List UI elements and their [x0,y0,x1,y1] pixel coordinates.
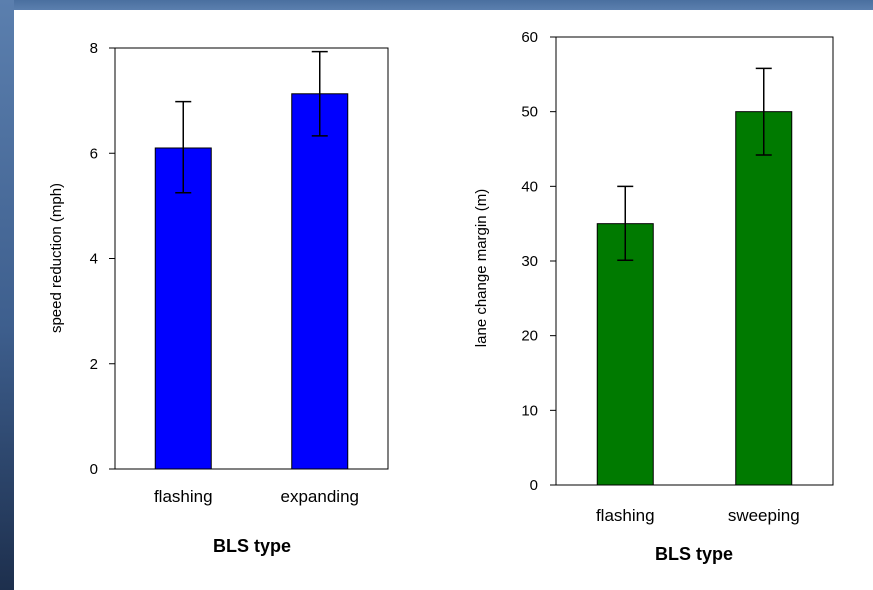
y-tick-label: 60 [521,29,538,46]
y-tick-label: 8 [90,40,98,57]
chart-speed-reduction: 0 2 4 6 8 flashing expanding speed reduction … [48,40,389,556]
y-tick-label: 10 [521,402,538,419]
y-tick-label: 6 [90,145,98,162]
bar-flashing [596,223,654,486]
x-tick-label-flashing: flashing [154,487,213,506]
y-tick-label: 0 [90,461,98,478]
x-tick-label-sweeping: sweeping [728,506,800,525]
x-axis-label: BLS type [655,544,733,564]
y-tick-label: 50 [521,104,538,121]
bar-expanding [291,93,349,470]
slide-top-bar [0,0,873,10]
y-tick-label: 30 [521,253,538,270]
bar-sweeping [735,111,793,486]
bar-flashing [154,147,212,470]
x-tick-label-expanding: expanding [281,487,359,506]
chart-lane-change-margin: 0 10 20 30 40 50 60 flashing sweeping lane chan… [473,29,834,564]
slide-left-bar [0,0,14,590]
y-tick-label: 2 [90,356,98,373]
y-tick-label: 4 [90,251,98,268]
x-tick-label-flashing: flashing [596,506,655,525]
y-tick-label: 40 [521,178,538,195]
x-axis-label: BLS type [213,536,291,556]
y-tick-label: 20 [521,328,538,345]
y-axis-label: lane change margin (m) [473,189,490,347]
y-tick-label: 0 [530,477,538,494]
y-axis-label: speed reduction (mph) [48,183,65,333]
